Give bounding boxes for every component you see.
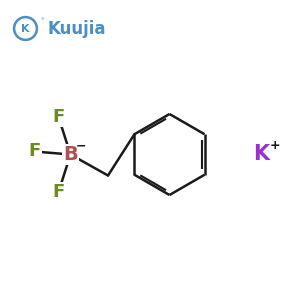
Text: +: +: [270, 139, 281, 152]
Text: F: F: [52, 108, 64, 126]
Text: K: K: [21, 23, 30, 34]
Text: Kuujia: Kuujia: [47, 20, 106, 38]
Text: B: B: [63, 145, 78, 164]
Text: F: F: [28, 142, 40, 160]
Text: F: F: [52, 183, 64, 201]
Text: K: K: [253, 145, 269, 164]
Text: °: °: [40, 18, 44, 24]
Text: −: −: [76, 139, 86, 152]
